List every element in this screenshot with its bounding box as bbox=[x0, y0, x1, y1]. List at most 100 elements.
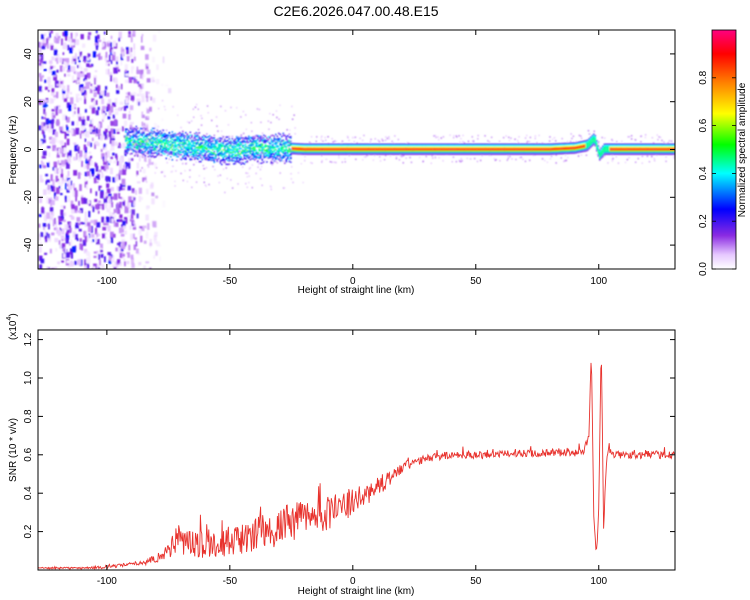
heatmap-cell bbox=[126, 152, 129, 154]
heatmap-cell bbox=[278, 158, 280, 161]
heatmap-cell bbox=[66, 177, 71, 182]
heatmap-cell bbox=[449, 145, 451, 147]
heatmap-cell bbox=[324, 145, 327, 147]
heatmap-cell bbox=[526, 140, 529, 143]
heatmap-cell bbox=[140, 127, 142, 129]
heatmap-cell bbox=[305, 147, 307, 150]
heatmap-cell bbox=[65, 124, 68, 129]
heatmap-cell bbox=[432, 149, 435, 151]
heatmap-cell bbox=[495, 150, 498, 153]
heatmap-cell bbox=[460, 137, 462, 140]
heatmap-cell bbox=[387, 153, 390, 155]
heatmap-cell bbox=[218, 152, 220, 155]
heatmap-cell bbox=[77, 223, 81, 226]
heatmap-cell bbox=[125, 99, 128, 104]
heatmap-cell bbox=[504, 153, 507, 155]
heatmap-cell bbox=[135, 148, 138, 150]
heatmap-cell bbox=[39, 178, 44, 183]
heatmap-cell bbox=[411, 149, 414, 151]
heatmap-cell bbox=[50, 208, 54, 216]
heatmap-cell bbox=[128, 137, 130, 139]
heatmap-cell bbox=[401, 149, 403, 151]
heatmap-cell bbox=[362, 149, 364, 151]
heatmap-cell bbox=[399, 149, 402, 151]
heatmap-cell bbox=[110, 35, 113, 39]
heatmap-cell bbox=[393, 145, 396, 147]
heatmap-cell bbox=[314, 146, 316, 148]
heatmap-cell bbox=[102, 113, 106, 120]
heatmap-cell bbox=[242, 110, 245, 113]
heatmap-cell bbox=[102, 233, 106, 239]
heatmap-cell bbox=[399, 152, 402, 154]
heatmap-cell bbox=[112, 40, 116, 47]
heatmap-cell bbox=[114, 98, 118, 105]
heatmap-cell bbox=[480, 147, 483, 150]
heatmap-cell bbox=[269, 151, 271, 154]
heatmap-cell bbox=[95, 265, 100, 269]
heatmap-cell bbox=[167, 142, 169, 144]
heatmap-cell bbox=[162, 151, 165, 154]
heatmap-cell bbox=[355, 158, 357, 161]
heatmap-cell bbox=[473, 152, 475, 154]
heatmap-cell bbox=[402, 152, 405, 154]
heatmap-cell bbox=[390, 152, 393, 154]
heatmap-cell bbox=[140, 45, 145, 50]
heatmap-cell bbox=[62, 85, 66, 91]
heatmap-cell bbox=[372, 153, 375, 155]
heatmap-cell bbox=[495, 153, 498, 155]
heatmap-cell bbox=[65, 237, 69, 244]
heatmap-cell bbox=[147, 116, 149, 118]
heatmap-cell bbox=[43, 69, 47, 71]
heatmap-cell bbox=[249, 144, 252, 147]
heatmap-cell bbox=[503, 149, 505, 151]
heatmap-cell bbox=[186, 137, 189, 139]
heatmap-cell bbox=[131, 152, 133, 155]
heatmap-cell bbox=[51, 71, 56, 76]
heatmap-cell bbox=[144, 150, 147, 153]
heatmap-cell bbox=[227, 136, 229, 138]
heatmap-cell bbox=[99, 135, 103, 141]
heatmap-cell bbox=[94, 141, 99, 145]
heatmap-cell bbox=[306, 147, 309, 150]
heatmap-cell bbox=[130, 37, 133, 43]
heatmap-cell bbox=[351, 145, 354, 147]
heatmap-cell bbox=[167, 140, 169, 142]
heatmap-cell bbox=[162, 134, 165, 136]
heatmap-cell bbox=[276, 150, 279, 152]
heatmap-cell bbox=[417, 149, 420, 151]
heatmap-cell bbox=[222, 153, 225, 156]
heatmap-cell bbox=[84, 89, 87, 93]
heatmap-cell bbox=[494, 152, 496, 154]
heatmap-cell bbox=[489, 145, 492, 147]
heatmap-cell bbox=[111, 218, 114, 223]
heatmap-cell bbox=[96, 232, 99, 238]
heatmap-cell bbox=[167, 150, 169, 153]
heatmap-cell bbox=[200, 153, 202, 155]
heatmap-cell bbox=[407, 149, 409, 151]
heatmap-cell bbox=[377, 143, 379, 145]
heatmap-cell bbox=[149, 144, 151, 146]
heatmap-cell bbox=[447, 153, 450, 155]
heatmap-cell bbox=[416, 145, 418, 147]
heatmap-cell bbox=[360, 147, 363, 150]
heatmap-cell bbox=[245, 158, 247, 160]
heatmap-cell bbox=[95, 110, 99, 116]
heatmap-cell bbox=[155, 142, 157, 144]
heatmap-cell bbox=[260, 140, 262, 142]
heatmap-cell bbox=[305, 149, 307, 151]
heatmap-cell bbox=[84, 177, 87, 182]
heatmap-cell bbox=[135, 144, 138, 147]
heatmap-cell bbox=[368, 146, 370, 148]
heatmap-cell bbox=[485, 152, 487, 154]
heatmap-cell bbox=[404, 149, 406, 151]
heatmap-cell bbox=[321, 147, 324, 150]
heatmap-cell bbox=[393, 143, 396, 145]
heatmap-cell bbox=[243, 155, 246, 157]
heatmap-cell bbox=[200, 157, 202, 159]
heatmap-cell bbox=[118, 193, 121, 199]
heatmap-cell bbox=[179, 142, 181, 145]
heatmap-cell bbox=[148, 158, 151, 165]
heatmap-cell bbox=[326, 150, 328, 153]
heatmap-cell bbox=[71, 66, 76, 72]
heatmap-cell bbox=[201, 144, 204, 147]
